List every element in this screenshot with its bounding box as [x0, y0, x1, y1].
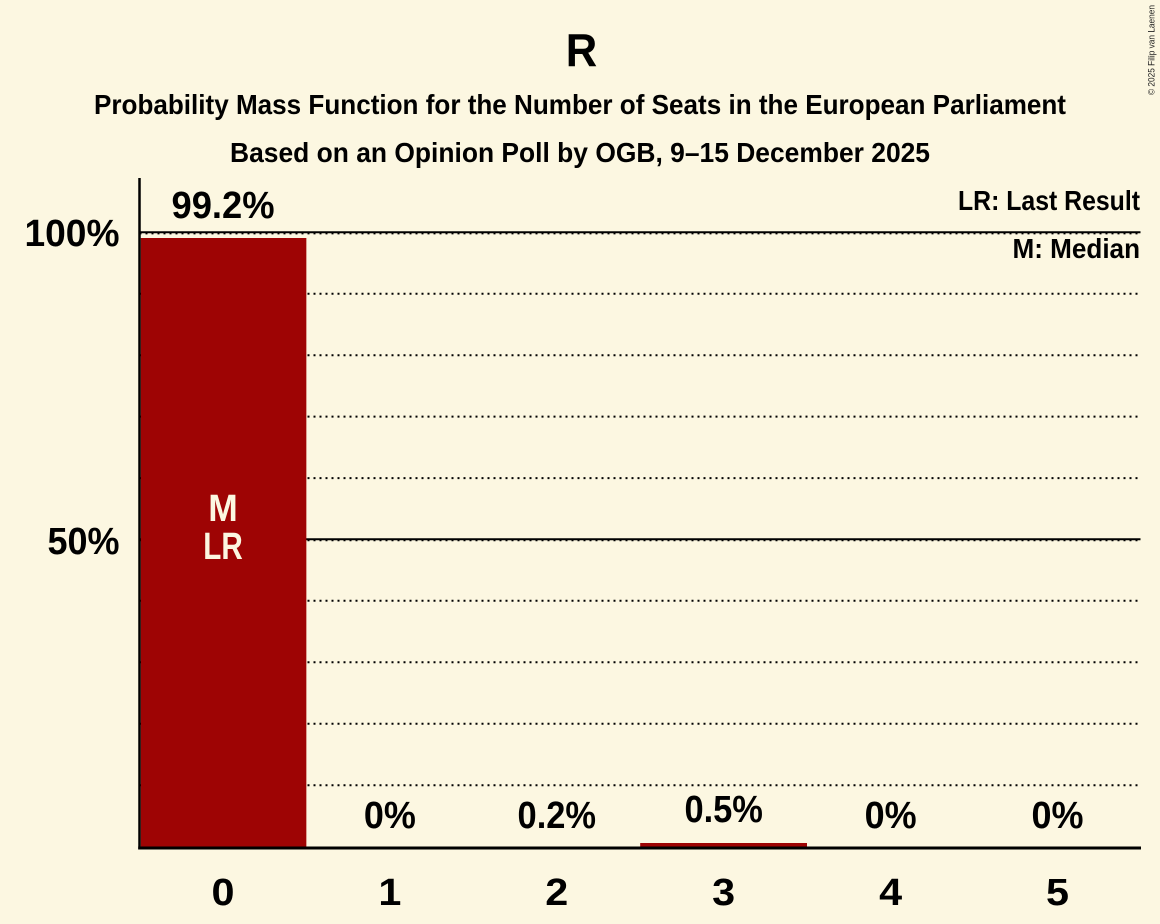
- svg-text:4: 4: [879, 872, 902, 914]
- svg-text:0%: 0%: [1032, 795, 1084, 837]
- svg-text:0%: 0%: [865, 795, 917, 837]
- svg-text:© 2025 Filip van Laenen: © 2025 Filip van Laenen: [1147, 5, 1158, 95]
- svg-text:R: R: [566, 24, 598, 76]
- svg-text:M: M: [208, 488, 238, 530]
- svg-text:0.2%: 0.2%: [518, 795, 597, 837]
- svg-text:LR: Last Result: LR: Last Result: [958, 185, 1140, 216]
- svg-text:0%: 0%: [364, 795, 416, 837]
- svg-text:3: 3: [712, 872, 735, 914]
- svg-text:LR: LR: [203, 526, 243, 568]
- svg-text:1: 1: [378, 872, 401, 914]
- svg-text:99.2%: 99.2%: [172, 185, 275, 227]
- svg-text:5: 5: [1046, 872, 1069, 914]
- svg-text:2: 2: [545, 872, 568, 914]
- svg-text:Based on an Opinion Poll by OG: Based on an Opinion Poll by OGB, 9–15 De…: [230, 137, 930, 168]
- svg-text:M: Median: M: Median: [1013, 233, 1141, 264]
- svg-text:0.5%: 0.5%: [684, 789, 763, 831]
- svg-text:Probability Mass Function for: Probability Mass Function for the Number…: [94, 89, 1066, 120]
- svg-text:50%: 50%: [48, 521, 120, 563]
- svg-text:100%: 100%: [25, 213, 120, 255]
- svg-text:0: 0: [212, 872, 235, 914]
